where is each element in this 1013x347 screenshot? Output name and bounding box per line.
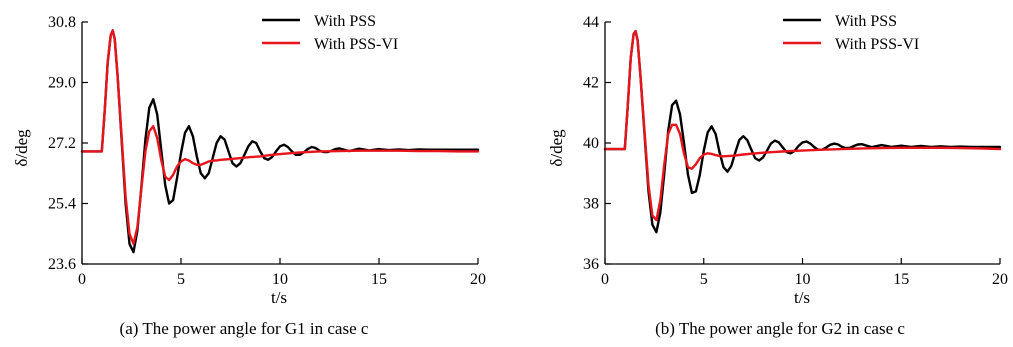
y-tick-label: 23.6 <box>48 256 76 273</box>
tick-labels: 0 5 10 15 20 36 38 40 42 44 <box>583 14 1008 288</box>
x-tick-label: 15 <box>371 271 387 288</box>
y-tick-label: 40 <box>583 135 599 152</box>
y-tick-label: 30.8 <box>48 14 76 31</box>
chart-panel-g2: 0 5 10 15 20 36 38 40 42 44 t/s δ/deg With PSS Wi… <box>547 13 1008 338</box>
x-tick-label: 5 <box>700 271 708 288</box>
x-tick-label: 0 <box>78 271 86 288</box>
y-tick-label: 27.2 <box>48 135 76 152</box>
x-tick-label: 10 <box>272 271 288 288</box>
y-tick-label: 42 <box>583 75 599 92</box>
legend: With PSS With PSS-VI <box>783 13 919 53</box>
x-tick-label: 10 <box>795 271 811 288</box>
chart-panel-g1: 0 5 10 15 20 23.6 25.4 27.2 29.0 30.8 t/s δ/deg W… <box>12 13 486 338</box>
series-line-with-pss-vi <box>80 29 480 245</box>
figure-caption-a: (a) The power angle for G1 in case c <box>120 319 369 338</box>
y-tick-label: 29.0 <box>48 75 76 92</box>
legend-label-with-pss-vi: With PSS-VI <box>835 36 919 53</box>
figure-caption-b: (b) The power angle for G2 in case c <box>655 319 905 338</box>
series-line-with-pss-vi <box>603 29 1002 222</box>
y-tick-label: 36 <box>583 256 599 273</box>
series-line-with-pss <box>80 29 480 254</box>
tick-labels: 0 5 10 15 20 23.6 25.4 27.2 29.0 30.8 <box>48 14 486 288</box>
x-tick-label: 20 <box>470 271 486 288</box>
series-layer <box>603 29 1002 234</box>
axes <box>604 21 1001 265</box>
x-tick-label: 15 <box>893 271 909 288</box>
axes <box>81 21 479 265</box>
legend: With PSS With PSS-VI <box>262 13 398 53</box>
y-tick-label: 38 <box>583 196 599 213</box>
y-axis-label: δ/deg <box>12 129 31 167</box>
x-axis-label: t/s <box>794 288 810 307</box>
series-layer <box>80 29 480 254</box>
y-tick-label: 44 <box>583 14 599 31</box>
y-axis-label: δ/deg <box>547 129 566 167</box>
legend-label-with-pss: With PSS <box>314 13 376 30</box>
x-axis-label: t/s <box>271 288 287 307</box>
x-tick-label: 5 <box>177 271 185 288</box>
y-tick-label: 25.4 <box>48 196 76 213</box>
x-tick-label: 20 <box>992 271 1008 288</box>
series-line-with-pss <box>603 29 1002 234</box>
x-tick-label: 0 <box>601 271 609 288</box>
legend-label-with-pss: With PSS <box>835 13 897 30</box>
legend-label-with-pss-vi: With PSS-VI <box>314 36 398 53</box>
